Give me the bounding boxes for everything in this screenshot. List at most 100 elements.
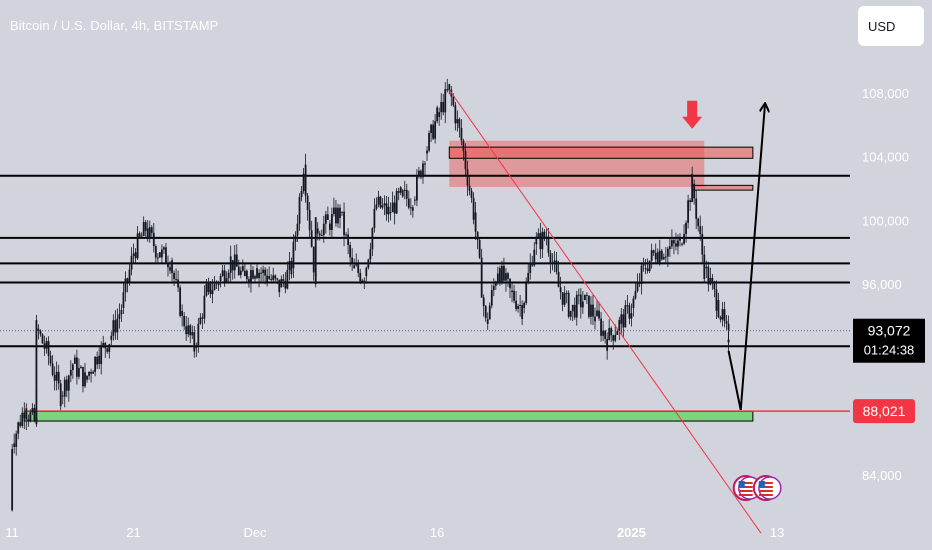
candle-body (515, 300, 517, 309)
descending-trendline (448, 89, 762, 534)
candle-body (525, 283, 528, 303)
candle-body (531, 262, 534, 266)
candle-body (565, 292, 568, 294)
candle-body (539, 233, 542, 250)
candle-body (642, 262, 645, 266)
candle-body (543, 231, 546, 239)
candle-body (701, 233, 704, 255)
candle-body (320, 235, 323, 237)
candle-body (326, 214, 329, 220)
candle-body (614, 334, 617, 341)
flag-stripe (738, 494, 753, 496)
candle-body (185, 326, 188, 335)
candle-body (98, 355, 101, 365)
candle-body (337, 207, 339, 224)
candle-body (169, 267, 171, 271)
candle-body (104, 342, 107, 349)
candle-body (699, 226, 702, 234)
candle-body (314, 217, 317, 267)
candle-body (324, 214, 327, 224)
flag-canton (758, 481, 765, 487)
candle-body (668, 246, 671, 250)
candle-body (610, 328, 613, 336)
candle-body (691, 174, 694, 203)
candle-body (146, 228, 149, 239)
candle-body (375, 204, 378, 209)
candle-body (335, 207, 337, 224)
candle-body (43, 343, 46, 349)
candle-body (666, 248, 669, 257)
candle-body (529, 262, 532, 273)
candle-body (148, 227, 151, 239)
candle-body (333, 207, 335, 215)
candle-body (561, 292, 564, 305)
candle-body (401, 190, 404, 197)
candle-body (537, 233, 540, 238)
candle-body (322, 223, 325, 236)
candle-body (76, 357, 78, 377)
candle-body (63, 379, 66, 397)
candle-body (648, 260, 651, 272)
candle-body (693, 183, 696, 199)
candle-body (140, 235, 143, 237)
candle-body (150, 227, 153, 233)
candle-body (294, 235, 297, 242)
candle-body (438, 112, 441, 117)
candle-body (197, 323, 200, 347)
candle-body (452, 96, 455, 106)
candle-body (361, 280, 364, 282)
candle-body (165, 247, 167, 264)
candle-body (640, 265, 643, 285)
candle-body (581, 301, 584, 308)
candle-body (246, 270, 248, 280)
resistance-box (691, 184, 754, 191)
candle-body (256, 268, 258, 279)
candle-body (229, 256, 232, 273)
candle-body (144, 222, 147, 231)
candle-body (215, 282, 218, 284)
currency-button[interactable]: USD (858, 6, 924, 46)
candle-body (177, 279, 179, 288)
candle-body (446, 89, 449, 91)
candle-body (80, 366, 82, 369)
candle-body (727, 323, 730, 331)
candle-body (316, 228, 319, 234)
candle-body (725, 321, 728, 324)
candle-body (183, 315, 186, 327)
candle-body (120, 309, 123, 315)
candle-body (235, 254, 238, 267)
candle-body (221, 270, 224, 276)
x-tick-label: 13 (770, 525, 784, 540)
candle-body (517, 306, 519, 309)
candle-body (35, 385, 38, 425)
candle-body (448, 84, 451, 91)
candle-body (626, 305, 629, 307)
candle-body (112, 320, 115, 336)
candle-body (673, 240, 675, 244)
candle-body (428, 132, 430, 151)
candle-body (189, 325, 192, 336)
candle-body (199, 317, 202, 324)
candle-body (118, 314, 121, 319)
candle-body (39, 330, 42, 335)
candle-body (458, 119, 461, 129)
candle-body (203, 295, 206, 319)
candle-body (418, 170, 420, 176)
candle-body (660, 250, 663, 260)
candle-body (387, 206, 390, 215)
candle-body (365, 267, 368, 277)
candle-body (53, 374, 56, 381)
candle-body (547, 236, 550, 253)
candle-body (719, 316, 722, 320)
candle-body (557, 271, 560, 288)
x-tick-label: Dec (243, 525, 267, 540)
candle-body (71, 364, 74, 370)
candle-body (318, 233, 321, 236)
candle-body (369, 249, 372, 260)
flag-canton (738, 481, 745, 487)
candle-body (122, 292, 125, 308)
candle-body (163, 247, 165, 250)
candle-body (612, 335, 615, 341)
